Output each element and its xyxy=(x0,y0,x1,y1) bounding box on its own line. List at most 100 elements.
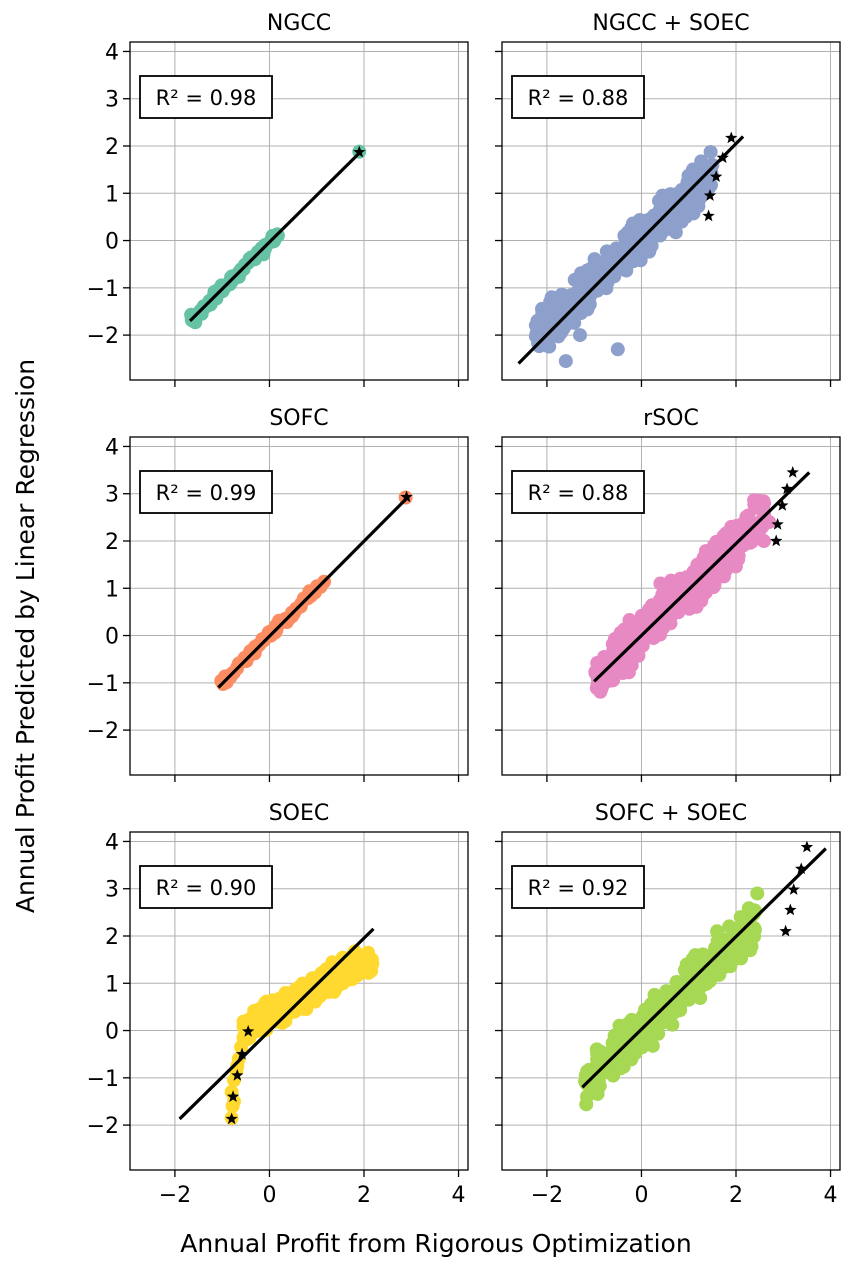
regression-line xyxy=(581,847,827,1089)
data-point xyxy=(666,593,681,608)
y-tick-label: 1 xyxy=(105,972,119,997)
x-tick-label: 4 xyxy=(452,1183,466,1208)
data-point xyxy=(762,515,777,530)
data-point xyxy=(692,967,707,982)
data-point xyxy=(625,245,640,260)
plot-area xyxy=(214,490,413,691)
plot-area xyxy=(178,927,380,1125)
data-point xyxy=(750,886,765,901)
panel-title: NGCC + SOEC xyxy=(592,11,749,36)
y-tick-label: −2 xyxy=(87,1114,119,1139)
data-point xyxy=(752,493,767,508)
y-tick-label: −1 xyxy=(87,1067,119,1092)
highlight-star-marker xyxy=(709,170,723,182)
r-squared-box xyxy=(139,470,273,514)
panel-title: SOFC + SOEC xyxy=(595,801,747,826)
x-tick-label: 0 xyxy=(262,1183,276,1208)
data-point xyxy=(282,1000,297,1015)
data-point xyxy=(580,1089,595,1104)
y-tick-label: −1 xyxy=(87,277,119,302)
data-point xyxy=(703,144,718,159)
data-point xyxy=(530,313,545,328)
data-point xyxy=(269,617,284,632)
highlight-star-marker xyxy=(780,482,794,495)
axes-frame xyxy=(129,41,469,381)
highlight-star-marker xyxy=(703,189,717,201)
x-axis-label: Annual Profit from Rigorous Optimization xyxy=(180,1229,691,1258)
y-tick-label: 4 xyxy=(105,435,119,460)
data-point xyxy=(360,955,375,970)
highlight-star-marker xyxy=(776,499,789,511)
data-point xyxy=(587,1073,602,1088)
x-tick-label: 2 xyxy=(357,1183,371,1208)
data-point xyxy=(623,648,638,663)
axes-frame xyxy=(501,436,841,776)
data-point xyxy=(705,157,720,172)
highlight-star-marker xyxy=(779,924,792,937)
plot-area xyxy=(184,144,367,330)
regression-line xyxy=(517,135,745,365)
data-point xyxy=(613,243,628,258)
data-point xyxy=(711,540,726,555)
highlight-star-marker xyxy=(725,131,738,144)
x-tick-label: −2 xyxy=(159,1183,191,1208)
data-point xyxy=(627,1046,642,1061)
x-tick-label: −2 xyxy=(531,1183,563,1208)
data-point xyxy=(652,593,667,608)
data-point xyxy=(749,530,764,545)
r-squared-label: R² = 0.92 xyxy=(528,876,629,900)
data-point xyxy=(705,550,720,565)
highlight-star-marker xyxy=(226,1090,240,1102)
y-tick-label: 2 xyxy=(105,135,119,160)
y-tick-label: −1 xyxy=(87,672,119,697)
data-point xyxy=(275,1015,290,1030)
data-point xyxy=(741,508,756,523)
data-point xyxy=(610,342,625,357)
data-point xyxy=(631,222,646,237)
r-squared-label: R² = 0.88 xyxy=(528,481,629,505)
y-tick-label: 0 xyxy=(105,230,119,255)
y-axis-label: Annual Profit Predicted by Linear Regres… xyxy=(11,359,40,913)
panel-5: −2 0 2 4 −2 −1 0 1 2 3 4 SOEC R² = 0.90 xyxy=(87,801,469,1208)
panel-4: rSOC R² = 0.88 xyxy=(495,406,841,782)
x-tick-label: 4 xyxy=(824,1183,838,1208)
regression-line xyxy=(188,149,363,323)
data-point xyxy=(692,981,707,996)
data-point xyxy=(691,167,706,182)
data-point xyxy=(671,605,686,620)
data-point xyxy=(230,1059,245,1073)
y-tick-label: −2 xyxy=(87,719,119,744)
data-point xyxy=(636,614,651,629)
data-point xyxy=(599,281,614,296)
y-tick-label: 0 xyxy=(105,1020,119,1045)
regression-line xyxy=(178,927,375,1121)
data-point xyxy=(724,519,739,534)
data-point xyxy=(593,684,608,699)
y-tick-label: 3 xyxy=(105,88,119,113)
data-point xyxy=(265,228,280,243)
data-point xyxy=(677,184,692,199)
data-point xyxy=(310,990,325,1005)
x-tick-label: 2 xyxy=(729,1183,743,1208)
highlight-star-marker xyxy=(787,883,800,895)
data-point xyxy=(733,910,748,925)
highlight-star-marker xyxy=(784,903,797,916)
axes-frame xyxy=(129,831,469,1171)
data-point xyxy=(590,1086,605,1101)
data-point xyxy=(702,579,717,594)
highlight-star-marker xyxy=(702,209,715,222)
data-point xyxy=(567,315,582,330)
y-tick-label: 0 xyxy=(105,625,119,650)
highlight-star-marker xyxy=(795,862,808,875)
data-point xyxy=(557,288,572,303)
r-squared-label: R² = 0.98 xyxy=(156,86,257,110)
data-point xyxy=(654,995,669,1010)
y-tick-label: −2 xyxy=(87,324,119,349)
data-point xyxy=(716,569,731,584)
highlight-star-marker xyxy=(770,534,783,547)
plot-area xyxy=(517,131,745,369)
data-point xyxy=(567,272,582,287)
data-point xyxy=(726,921,741,936)
y-tick-label: 4 xyxy=(105,40,119,65)
highlight-star-marker xyxy=(800,840,814,853)
